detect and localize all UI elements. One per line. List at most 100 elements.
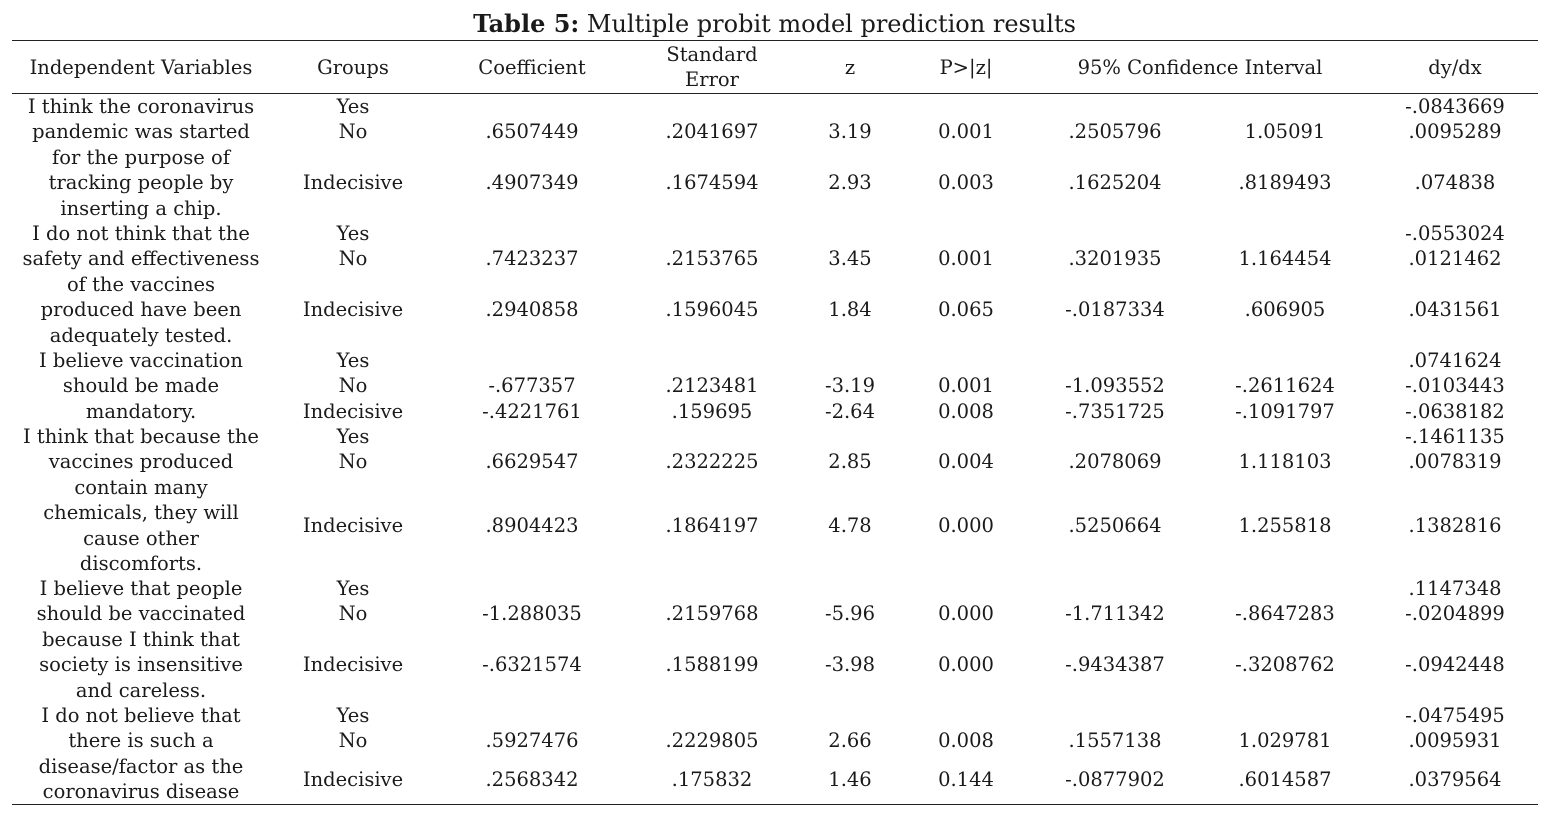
cell-se: .2153765 [665, 247, 759, 271]
cell-ci-low [1035, 424, 1195, 449]
cell-p: 0.001 [938, 374, 994, 398]
cell-se: .2229805 [665, 729, 759, 753]
cell-dydx: .0095931 [1408, 729, 1502, 753]
cell-se: .1674594 [665, 171, 759, 195]
cell-ci-low: -.9434387 [1065, 653, 1165, 677]
cell-ci-high [1205, 348, 1365, 373]
cell-ci-high: 1.029781 [1238, 729, 1332, 753]
table-title-label: Table 5: [473, 9, 580, 38]
cell-ci-high: -.3208762 [1235, 653, 1335, 677]
cell-group: Indecisive [302, 513, 404, 537]
cell-z: 1.84 [828, 298, 872, 322]
cell-dydx: .0095289 [1408, 120, 1502, 144]
cell-p: 0.008 [938, 729, 994, 753]
cell-z: 3.45 [828, 247, 872, 271]
header-z: z [844, 55, 856, 79]
cell-group: No [338, 374, 368, 398]
cell-p [916, 94, 1016, 119]
cell-p: 0.004 [938, 450, 994, 474]
cell-ci-high: -.8647283 [1235, 602, 1335, 626]
cell-dydx: -.0103443 [1405, 374, 1505, 398]
header-standard-error-line2: Error [685, 68, 739, 91]
header-standard-error: Standard Error [632, 41, 792, 93]
cell-se: .1864197 [665, 513, 759, 537]
header-p-value: P>|z| [939, 55, 993, 79]
cell-coef [452, 576, 612, 601]
cell-z: -3.19 [824, 374, 875, 398]
cell-coef: .5927476 [485, 729, 579, 753]
cell-dydx: .0121462 [1408, 247, 1502, 271]
cell-coef: .2568342 [485, 767, 579, 791]
cell-coef: -1.288035 [482, 602, 582, 626]
header-coefficient: Coefficient [478, 55, 586, 79]
cell-ci-high [1205, 424, 1365, 449]
cell-ci-low [1035, 94, 1195, 119]
cell-p: 0.065 [938, 298, 994, 322]
cell-p: 0.008 [938, 399, 994, 423]
cell-group: No [338, 247, 368, 271]
cell-coef: .8904423 [485, 513, 579, 537]
variable-block: I believe vaccination should be made man… [0, 348, 1549, 424]
header-confidence-interval: 95% Confidence Interval [1077, 55, 1323, 79]
cell-group: Yes [336, 95, 370, 118]
cell-p: 0.144 [938, 767, 994, 791]
cell-ci-low: .3201935 [1068, 247, 1162, 271]
cell-se: .1588199 [665, 653, 759, 677]
cell-ci-high [1205, 576, 1365, 601]
cell-coef [452, 703, 612, 728]
cell-group: Indecisive [302, 399, 404, 423]
cell-ci-low [1035, 576, 1195, 601]
cell-ci-high: .8189493 [1238, 171, 1332, 195]
header-rule [12, 93, 1538, 94]
cell-p: 0.000 [938, 653, 994, 677]
cell-coef [452, 348, 612, 373]
cell-coef: .2940858 [485, 298, 579, 322]
cell-dydx: .074838 [1414, 171, 1496, 195]
cell-p: 0.001 [938, 120, 994, 144]
cell-ci-low: -1.093552 [1065, 374, 1165, 398]
cell-se [632, 348, 792, 373]
variable-block: I believe that people should be vaccinat… [0, 576, 1549, 703]
cell-se [632, 703, 792, 728]
bottom-rule [12, 804, 1538, 805]
cell-z [800, 424, 900, 449]
cell-coef [452, 221, 612, 246]
cell-se [632, 424, 792, 449]
cell-ci-high: -.1091797 [1235, 399, 1335, 423]
cell-p [916, 348, 1016, 373]
cell-coef [452, 424, 612, 449]
cell-ci-low: -.0187334 [1065, 298, 1165, 322]
cell-z: 2.85 [828, 450, 872, 474]
cell-group: Yes [336, 425, 370, 448]
cell-z: 4.78 [828, 513, 872, 537]
cell-p [916, 703, 1016, 728]
cell-ci-low: .2505796 [1068, 120, 1162, 144]
cell-ci-high: 1.164454 [1238, 247, 1332, 271]
independent-variable-text: I think the coronavirus pandemic was sta… [27, 95, 255, 220]
cell-z [800, 221, 900, 246]
cell-ci-high: 1.05091 [1244, 120, 1326, 144]
cell-ci-high: 1.255818 [1238, 513, 1332, 537]
header-groups: Groups [317, 55, 389, 79]
cell-p: 0.003 [938, 171, 994, 195]
cell-ci-high: .606905 [1244, 298, 1326, 322]
cell-group: Indecisive [302, 298, 404, 322]
cell-coef: .7423237 [485, 247, 579, 271]
variable-block: I think that because the vaccines produc… [0, 424, 1549, 576]
cell-se: .159695 [671, 399, 753, 423]
cell-se: .2159768 [665, 602, 759, 626]
cell-dydx: -.0553024 [1405, 222, 1505, 245]
header-dydx: dy/dx [1428, 55, 1482, 79]
independent-variable-text: I think that because the vaccines produc… [23, 425, 259, 576]
independent-variable-text: I believe vaccination should be made man… [39, 349, 243, 423]
cell-ci-high [1205, 703, 1365, 728]
cell-group: Indecisive [302, 653, 404, 677]
cell-p [916, 221, 1016, 246]
cell-dydx: -.0843669 [1405, 95, 1505, 118]
cell-group: Indecisive [302, 767, 404, 791]
cell-dydx: -.0942448 [1405, 653, 1505, 677]
independent-variable-text: I do not believe that there is such a di… [38, 704, 244, 804]
cell-se: .175832 [671, 767, 753, 791]
cell-z: 3.19 [828, 120, 872, 144]
cell-se: .1596045 [665, 298, 759, 322]
